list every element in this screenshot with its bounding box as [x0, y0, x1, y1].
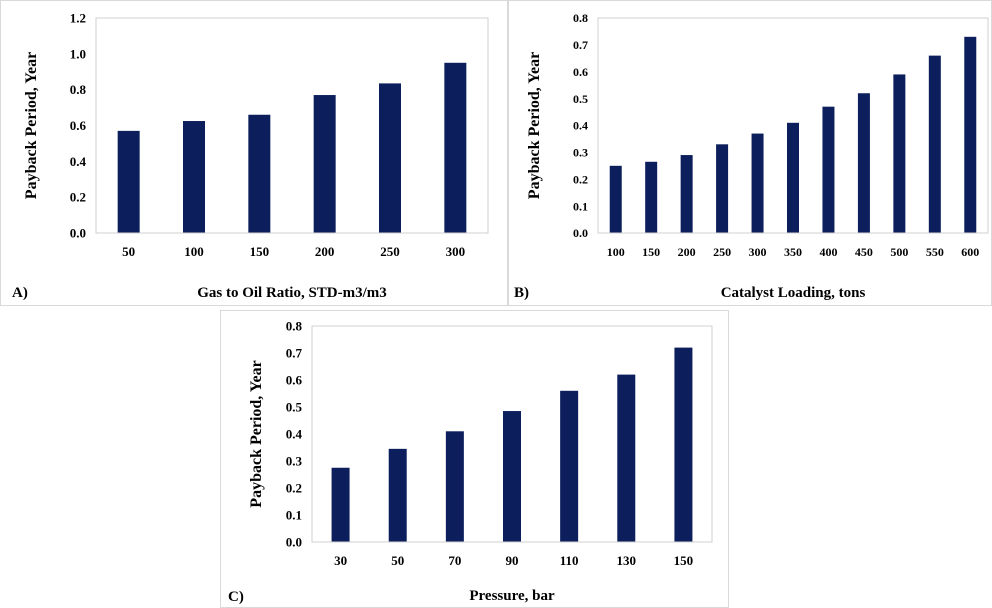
panel-a-border [0, 0, 508, 306]
panel-b-bars [609, 36, 977, 233]
panel-b-y-ticks: 0.0 0.1 0.2 0.3 0.4 0.5 0.6 0.7 0.8 [573, 11, 588, 240]
chart-panel-a: 0.00.20.40.60.81.01.2 50 100 150 200 250 300 … [0, 0, 508, 306]
x-tick-label: 500 [890, 245, 908, 259]
panel-c-y-ticks: 0.0 0.1 0.2 0.3 0.4 0.5 0.6 0.7 0.8 [286, 319, 303, 550]
bar-30 [331, 467, 350, 542]
panel-c-x-axis-title: Pressure, bar [469, 588, 555, 604]
panel-c-x-ticks: 30 50 70 90 110 130 150 [334, 553, 693, 568]
bar-90 [503, 411, 521, 542]
x-tick-label: 350 [784, 245, 802, 259]
x-tick-label: 110 [560, 553, 579, 568]
bar-500 [893, 74, 906, 233]
plot-area-frame [95, 17, 489, 234]
x-tick-label: 50 [391, 553, 404, 568]
y-tick-label: 0.8 [286, 319, 303, 334]
y-tick-label: 0.2 [573, 172, 588, 186]
plot-area-frame [597, 17, 989, 234]
y-tick-label: 0.1 [573, 199, 588, 213]
panel-c-letter: C) [228, 589, 244, 605]
chart-panel-b: 0.0 0.1 0.2 0.3 0.4 0.5 0.6 0.7 0.8 100 150 200 250… [508, 0, 992, 306]
bar-100 [183, 121, 205, 233]
y-tick-label: 0.6 [70, 118, 87, 133]
y-tick-label: 0.4 [286, 427, 303, 442]
chart-panel-c: 0.0 0.1 0.2 0.3 0.4 0.5 0.6 0.7 0.8 30 50 70 90 110 1… [220, 310, 729, 608]
y-tick-label: 0.7 [573, 38, 588, 52]
bar-250 [379, 83, 401, 233]
x-tick-label: 300 [446, 244, 466, 259]
y-tick-label: 0.0 [286, 535, 302, 550]
x-tick-label: 100 [607, 245, 625, 259]
bar-400 [822, 106, 835, 233]
x-tick-label: 550 [926, 245, 944, 259]
x-tick-label: 600 [961, 245, 979, 259]
bar-300 [751, 133, 764, 233]
y-tick-label: 0.0 [573, 226, 588, 240]
x-tick-label: 400 [819, 245, 837, 259]
bar-130 [617, 374, 636, 542]
panel-b-letter: B) [514, 285, 529, 301]
y-tick-label: 0.8 [573, 11, 588, 25]
x-tick-label: 90 [506, 553, 519, 568]
bar-100 [609, 165, 622, 233]
bar-150 [645, 161, 658, 233]
panel-a-letter: A) [12, 285, 28, 301]
bar-50 [388, 448, 407, 542]
panel-b-x-axis-title: Catalyst Loading, tons [721, 285, 866, 301]
y-tick-label: 0.3 [573, 146, 588, 160]
x-tick-label: 200 [315, 244, 335, 259]
y-tick-label: 0.1 [286, 508, 302, 523]
panel-a-y-axis-title: Payback Period, Year [23, 52, 40, 199]
y-tick-label: 0.3 [286, 454, 303, 469]
x-tick-label: 150 [250, 244, 270, 259]
y-tick-label: 0.4 [573, 119, 588, 133]
x-tick-label: 130 [617, 553, 637, 568]
x-tick-label: 250 [380, 244, 400, 259]
y-tick-label: 0.0 [70, 226, 86, 241]
bar-70 [445, 431, 464, 542]
panel-b-y-axis-title: Payback Period, Year [526, 52, 543, 199]
y-tick-label: 0.7 [286, 346, 303, 361]
bar-250 [716, 144, 729, 233]
x-tick-label: 100 [184, 244, 204, 259]
bar-350 [787, 122, 799, 233]
panel-c-y-axis-title: Payback Period, Year [248, 360, 265, 507]
x-tick-label: 450 [855, 245, 873, 259]
y-tick-label: 0.5 [286, 400, 303, 415]
bar-150 [248, 114, 271, 233]
y-tick-label: 0.8 [70, 82, 87, 97]
bar-150 [674, 347, 693, 542]
x-tick-label: 70 [448, 553, 461, 568]
x-tick-label: 250 [713, 245, 731, 259]
y-tick-label: 0.5 [573, 92, 588, 106]
panel-a-x-ticks: 50 100 150 200 250 300 [122, 244, 465, 259]
y-tick-label: 0.6 [573, 65, 588, 79]
panel-a-x-axis-title: Gas to Oil Ratio, STD-m3/m3 [197, 285, 387, 301]
bar-550 [928, 55, 941, 233]
bar-200 [313, 95, 336, 234]
panel-a-y-ticks: 0.0 0.2 0.4 0.6 0.8 1.0 1.2 [70, 11, 87, 241]
panel-a-bars [117, 62, 467, 234]
y-tick-label: 0.4 [70, 154, 87, 169]
bar-110 [560, 390, 579, 542]
bar-600 [964, 36, 977, 233]
y-tick-label: 1.0 [70, 46, 86, 61]
y-tick-label: 1.2 [70, 11, 86, 26]
bar-50 [117, 130, 140, 233]
y-tick-label: 0.2 [70, 190, 86, 205]
panel-b-x-ticks: 100 150 200 250 300 350 400 450 500 550 600 [607, 245, 980, 259]
x-tick-label: 300 [749, 245, 767, 259]
y-tick-label: 0.6 [286, 373, 303, 388]
x-tick-label: 150 [674, 553, 694, 568]
x-tick-label: 150 [642, 245, 660, 259]
bar-300 [444, 62, 467, 233]
y-tick-label: 0.2 [286, 481, 302, 496]
bar-200 [680, 155, 693, 233]
plot-area-frame [311, 325, 713, 543]
panel-c-bars [331, 347, 693, 542]
x-tick-label: 50 [122, 244, 135, 259]
x-tick-label: 200 [678, 245, 696, 259]
x-tick-label: 30 [334, 553, 347, 568]
bar-450 [857, 93, 870, 233]
